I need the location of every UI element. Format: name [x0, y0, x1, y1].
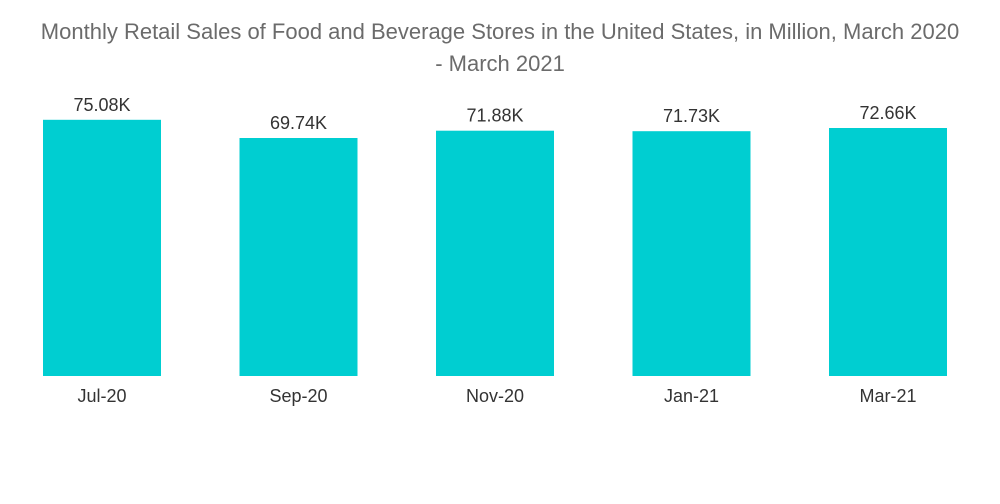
bar-mar-21 — [829, 128, 947, 376]
x-tick-label-jul-20: Jul-20 — [77, 386, 126, 406]
x-tick-label-sep-20: Sep-20 — [269, 386, 327, 406]
bar-jan-21 — [632, 131, 751, 376]
bar-nov-20 — [436, 130, 554, 376]
chart-title-line-1: Monthly Retail Sales of Food and Beverag… — [40, 19, 960, 44]
data-label-sep-20: 69.74K — [270, 113, 327, 133]
bar-jul-20 — [43, 119, 161, 377]
chart-title-line-2: - March 2021 — [435, 51, 565, 76]
data-label-jan-21: 71.73K — [663, 106, 720, 126]
data-label-nov-20: 71.88K — [466, 106, 523, 126]
x-tick-label-jan-21: Jan-21 — [664, 386, 719, 406]
data-label-mar-21: 72.66K — [859, 103, 916, 123]
data-label-jul-20: 75.08K — [73, 95, 130, 115]
x-tick-label-nov-20: Nov-20 — [466, 386, 524, 406]
bar-sep-20 — [239, 138, 358, 376]
x-tick-label-mar-21: Mar-21 — [859, 386, 916, 406]
chart-title: Monthly Retail Sales of Food and Beverag… — [0, 16, 1000, 80]
